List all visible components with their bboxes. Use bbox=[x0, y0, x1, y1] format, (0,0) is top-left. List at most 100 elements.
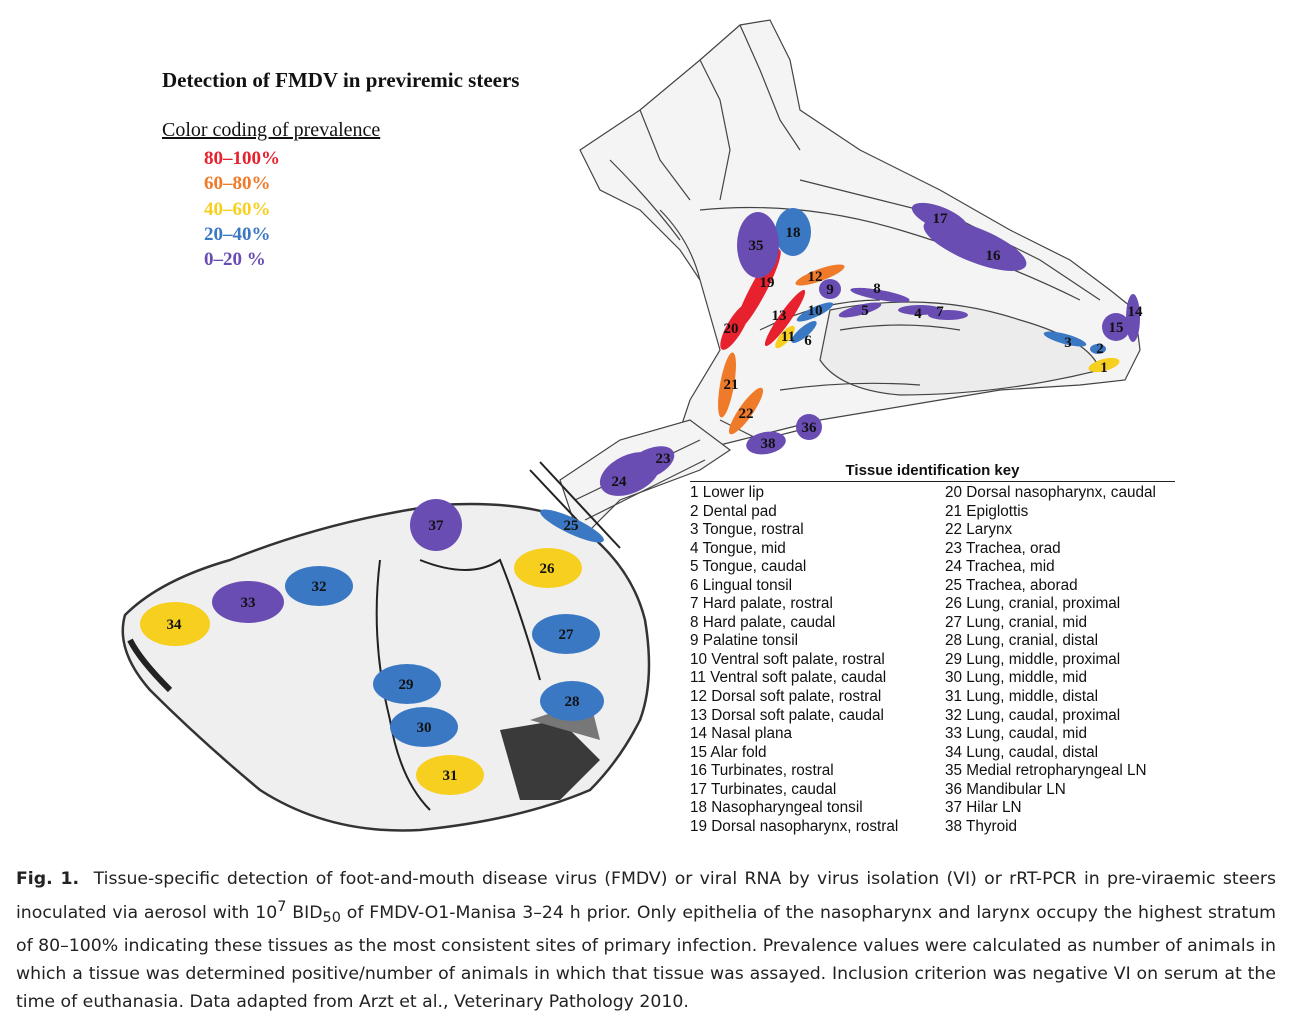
marker-shape-30 bbox=[390, 707, 458, 747]
tissue-key-entry: 23 Trachea, orad bbox=[945, 539, 1061, 557]
tissue-key-entry: 14 Nasal plana bbox=[690, 725, 793, 743]
tissue-key-entry: 16 Turbinates, rostral bbox=[690, 762, 834, 780]
marker-label-11: 11 bbox=[781, 329, 795, 345]
marker-label-13: 13 bbox=[772, 308, 787, 324]
tissue-key-entry: 18 Nasopharyngeal tonsil bbox=[690, 799, 863, 817]
marker-shape-33 bbox=[212, 581, 284, 623]
tissue-key-entry: 3 Tongue, rostral bbox=[690, 521, 804, 539]
marker-label-7: 7 bbox=[936, 304, 944, 320]
marker-label-4: 4 bbox=[914, 306, 922, 322]
tissue-key-entry: 36 Mandibular LN bbox=[945, 780, 1066, 798]
tissue-key-entry: 4 Tongue, mid bbox=[690, 539, 786, 557]
marker-label-31: 31 bbox=[443, 768, 458, 784]
tissue-key-entry: 10 Ventral soft palate, rostral bbox=[690, 650, 885, 668]
legend-heading: Color coding of prevalence bbox=[162, 119, 381, 141]
tissue-key-entry: 5 Tongue, caudal bbox=[690, 558, 807, 576]
caption-text-1: Tissue-specific detection of foot-and-mo… bbox=[16, 869, 1276, 923]
marker-label-19: 19 bbox=[760, 275, 775, 291]
tissue-key-entry: 30 Lung, middle, mid bbox=[945, 669, 1088, 687]
tissue-key-entry: 12 Dorsal soft palate, rostral bbox=[690, 688, 882, 706]
legend-item: 40–60% bbox=[204, 198, 271, 220]
marker-shape-1 bbox=[1088, 357, 1120, 373]
marker-label-3: 3 bbox=[1064, 335, 1072, 351]
marker-label-8: 8 bbox=[873, 281, 881, 297]
marker-shape-10 bbox=[796, 302, 834, 322]
tissue-key-column-2: 20 Dorsal nasopharynx, caudal 21 Epiglott… bbox=[945, 484, 1156, 836]
marker-shape-32 bbox=[285, 566, 353, 606]
marker-shape-24 bbox=[599, 452, 661, 496]
tissue-key-entry: 29 Lung, middle, proximal bbox=[945, 650, 1121, 668]
marker-label-16: 16 bbox=[986, 248, 1002, 264]
marker-label-24: 24 bbox=[612, 474, 628, 490]
tissue-key-entry: 7 Hard palate, rostral bbox=[690, 595, 833, 613]
marker-shape-15 bbox=[1102, 313, 1130, 341]
marker-label-22: 22 bbox=[739, 406, 754, 422]
marker-shape-5 bbox=[838, 302, 882, 318]
tissue-key-entry: 1 Lower lip bbox=[690, 484, 764, 501]
marker-labels: 1 2 3 4 5 6 7 8 9 10 11 12 13 14 15 16 1… bbox=[167, 211, 1144, 784]
marker-label-36: 36 bbox=[802, 420, 818, 436]
marker-shape-35 bbox=[737, 212, 779, 278]
marker-shape-31 bbox=[416, 755, 484, 795]
marker-label-35: 35 bbox=[749, 238, 764, 254]
tissue-key-title: Tissue identification key bbox=[690, 462, 1175, 482]
marker-label-17: 17 bbox=[933, 211, 949, 227]
marker-label-34: 34 bbox=[167, 617, 183, 633]
marker-label-26: 26 bbox=[540, 561, 556, 577]
marker-label-5: 5 bbox=[861, 303, 869, 319]
marker-label-33: 33 bbox=[241, 595, 256, 611]
tissue-key-entry: 37 Hilar LN bbox=[945, 799, 1022, 817]
marker-shape-9 bbox=[819, 279, 841, 299]
figure-title: Detection of FMDV in previremic steers bbox=[162, 68, 520, 92]
tissue-key-entry: 34 Lung, caudal, distal bbox=[945, 743, 1099, 761]
marker-shape-3 bbox=[1043, 331, 1087, 347]
tissue-key: Tissue identification key 1 Lower lip 2 D… bbox=[690, 462, 1175, 836]
marker-label-15: 15 bbox=[1109, 320, 1124, 336]
tissue-key-entry: 31 Lung, middle, distal bbox=[945, 688, 1099, 706]
marker-label-32: 32 bbox=[312, 579, 327, 595]
anatomy-figure: 1 2 3 4 5 6 7 8 9 10 11 12 13 14 15 16 1… bbox=[121, 19, 1144, 832]
tissue-key-entry: 6 Lingual tonsil bbox=[690, 576, 793, 594]
tissue-key-entry: 32 Lung, caudal, proximal bbox=[945, 706, 1121, 724]
caption-sup: 7 bbox=[277, 899, 287, 915]
prevalence-legend: 80–100% 60–80% 40–60% 20–40% 0–20 % bbox=[204, 146, 280, 272]
marker-label-2: 2 bbox=[1096, 341, 1104, 357]
tissue-key-entry: 15 Alar fold bbox=[690, 743, 767, 761]
marker-shape-12 bbox=[795, 264, 845, 286]
marker-label-9: 9 bbox=[826, 282, 834, 298]
marker-shape-6 bbox=[791, 321, 817, 343]
tissue-key-entry: 8 Hard palate, caudal bbox=[690, 613, 836, 631]
marker-label-23: 23 bbox=[656, 451, 671, 467]
tissue-key-column-1: 1 Lower lip 2 Dental pad 3 Tongue, rostral… bbox=[690, 484, 945, 836]
anatomy-drawing: 1 2 3 4 5 6 7 8 9 10 11 12 13 14 15 16 1… bbox=[121, 19, 1144, 832]
tissue-key-entry: 17 Turbinates, caudal bbox=[690, 780, 837, 798]
head-section-drawing bbox=[579, 19, 1141, 451]
tissue-key-entry: 9 Palatine tonsil bbox=[690, 632, 798, 650]
tissue-key-entry: 26 Lung, cranial, proximal bbox=[945, 595, 1121, 613]
caption-text-2: BID bbox=[286, 902, 323, 923]
marker-label-6: 6 bbox=[804, 333, 812, 349]
tissue-key-entry: 24 Trachea, mid bbox=[945, 558, 1055, 576]
marker-shape-27 bbox=[532, 614, 600, 654]
caption-label: Fig. 1. bbox=[16, 869, 80, 889]
tissue-key-entry: 21 Epiglottis bbox=[945, 502, 1029, 520]
tissue-key-entry: 2 Dental pad bbox=[690, 502, 777, 520]
marker-label-10: 10 bbox=[808, 303, 823, 319]
marker-shape-26 bbox=[514, 548, 582, 588]
marker-shape-18 bbox=[775, 208, 811, 256]
marker-shape-29 bbox=[373, 664, 441, 704]
tissue-key-entry: 13 Dorsal soft palate, caudal bbox=[690, 706, 884, 724]
marker-shape-8 bbox=[850, 287, 910, 303]
marker-shape-36 bbox=[796, 414, 822, 440]
tissue-key-entry: 19 Dorsal nasopharynx, rostral bbox=[690, 817, 899, 835]
legend-item: 60–80% bbox=[204, 173, 271, 195]
marker-label-12: 12 bbox=[808, 269, 823, 285]
legend-item: 0–20 % bbox=[204, 249, 266, 271]
legend-item: 20–40% bbox=[204, 223, 271, 245]
marker-shape-28 bbox=[540, 681, 604, 721]
marker-label-20: 20 bbox=[724, 321, 739, 337]
marker-shape-22 bbox=[728, 387, 764, 435]
marker-shape-34 bbox=[140, 602, 210, 646]
marker-label-25: 25 bbox=[564, 518, 579, 534]
figure-caption: Fig. 1. Tissue-specific detection of foo… bbox=[16, 865, 1276, 1016]
